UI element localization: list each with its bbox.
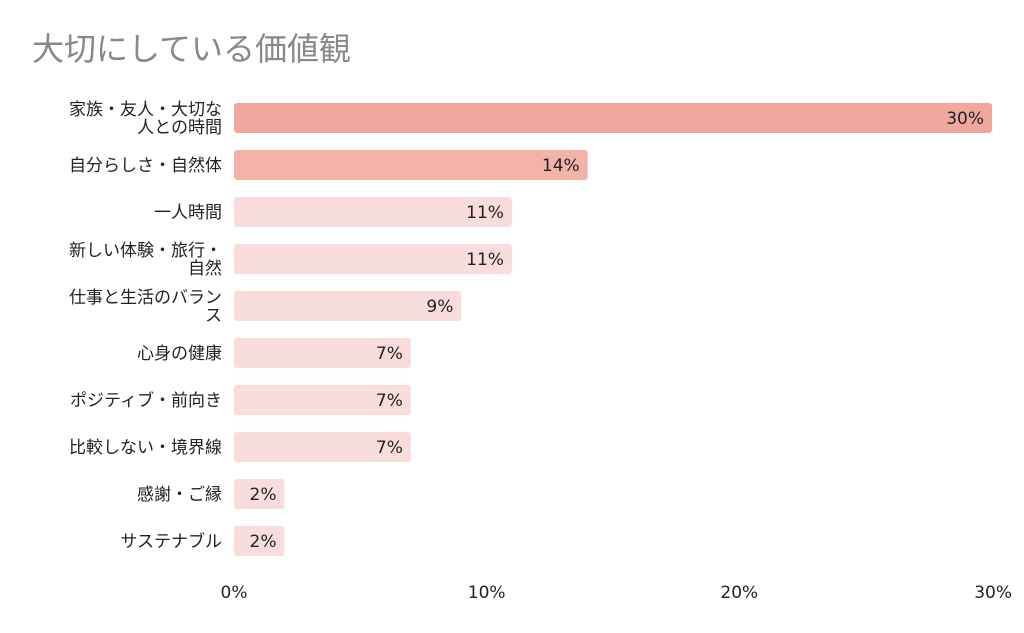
category-label: 心身の健康	[137, 344, 222, 364]
category-label: 感謝・ご縁	[137, 485, 222, 505]
x-tick-label: 20%	[720, 583, 758, 603]
category-label: 自分らしさ・自然体	[69, 156, 222, 176]
data-label: 14%	[542, 156, 580, 176]
category-label: 家族・友人・大切な人との時間	[69, 100, 222, 138]
data-label: 9%	[426, 297, 453, 317]
data-label: 2%	[250, 532, 277, 552]
bar	[234, 479, 285, 509]
data-label: 7%	[376, 438, 403, 458]
bar	[234, 338, 411, 368]
bar	[234, 197, 512, 227]
category-label: 比較しない・境界線	[69, 438, 222, 458]
data-label: 7%	[376, 344, 403, 364]
bar	[234, 385, 411, 415]
x-tick-label: 10%	[468, 583, 506, 603]
category-label: 仕事と生活のバランス	[69, 288, 222, 326]
data-label: 30%	[946, 109, 984, 129]
category-label: ポジティブ・前向き	[70, 390, 222, 411]
bar	[234, 432, 411, 462]
data-label: 11%	[466, 250, 504, 270]
bar	[234, 526, 285, 556]
x-tick-label: 30%	[974, 583, 1012, 603]
bar	[234, 291, 462, 321]
bar	[234, 150, 588, 180]
bar	[234, 244, 512, 274]
data-label: 11%	[466, 203, 504, 223]
data-label: 7%	[376, 391, 403, 411]
bar	[234, 103, 992, 133]
category-label: サステナブル	[120, 531, 222, 552]
x-tick-label: 0%	[221, 583, 248, 603]
chart-title: 大切にしている価値観	[32, 30, 352, 68]
category-label: 一人時間	[154, 203, 222, 223]
category-label: 新しい体験・旅行・自然	[69, 241, 222, 279]
data-label: 2%	[250, 485, 277, 505]
